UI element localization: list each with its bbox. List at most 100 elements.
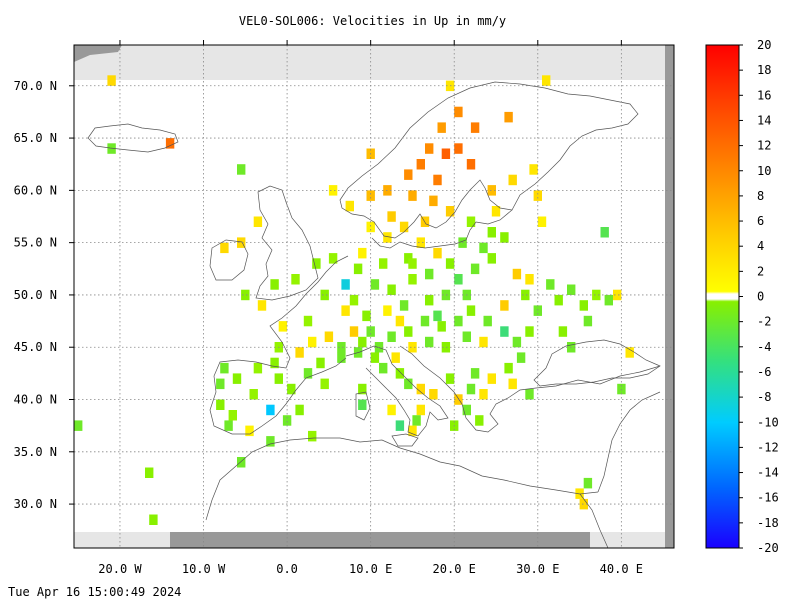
- velocity-cell: [487, 227, 496, 238]
- iceland-coast: [87, 123, 179, 153]
- velocity-cell: [287, 383, 296, 395]
- velocity-cell: [370, 279, 380, 290]
- velocity-cell: [433, 310, 442, 322]
- south-masked-strip: [170, 532, 590, 548]
- velocity-cell: [579, 300, 588, 311]
- velocity-cell: [437, 321, 446, 332]
- velocity-cell: [412, 415, 421, 426]
- colorbar-tick-label: 10: [757, 164, 771, 178]
- velocity-cell: [475, 415, 484, 426]
- velocity-cell: [379, 258, 388, 269]
- velocity-cell: [399, 221, 409, 233]
- velocity-cell: [416, 159, 425, 170]
- velocity-cell: [228, 410, 237, 421]
- velocity-cell: [613, 289, 622, 301]
- velocity-cell: [512, 336, 522, 348]
- velocity-cell: [358, 336, 367, 348]
- lon-tick-label: 20.0 E: [433, 562, 476, 576]
- velocity-cell: [216, 378, 225, 390]
- velocity-cell: [270, 279, 279, 290]
- east-masked-strip: [665, 45, 674, 548]
- velocity-cell: [328, 185, 338, 196]
- lat-tick-label: 30.0 N: [14, 497, 57, 511]
- velocity-cell: [270, 357, 279, 369]
- lon-tick-label: 0.0: [276, 562, 298, 576]
- velocity-cell: [521, 289, 530, 301]
- lat-tick-label: 40.0 N: [14, 393, 57, 407]
- velocity-cell: [408, 274, 417, 285]
- map-background: [74, 45, 674, 548]
- velocity-cell: [266, 404, 275, 416]
- velocity-cell: [454, 274, 463, 285]
- velocity-cell: [257, 300, 267, 311]
- lon-tick-label: 30.0 E: [516, 562, 559, 576]
- velocity-cell: [479, 242, 488, 254]
- velocity-cell: [245, 425, 254, 437]
- velocity-cell: [529, 164, 538, 175]
- velocity-cell: [500, 326, 509, 337]
- timestamp: Tue Apr 16 15:00:49 2024: [8, 585, 182, 599]
- velocity-cell: [625, 347, 634, 358]
- velocity-cell: [479, 336, 488, 348]
- velocity-cell: [508, 174, 517, 186]
- velocity-cell: [533, 305, 542, 316]
- velocity-cell: [387, 211, 396, 222]
- velocity-cell: [237, 164, 246, 175]
- velocity-cell: [487, 253, 496, 264]
- velocity-cell: [408, 258, 417, 269]
- velocity-cell: [308, 336, 317, 348]
- velocity-cell: [387, 404, 396, 416]
- longitude-axis: 20.0 W 10.0 W 0.0 10.0 E 20.0 E 30.0 E 40.0 E: [98, 40, 643, 576]
- colorbar-tick-label: -20: [757, 541, 779, 555]
- velocity-cell: [462, 404, 471, 416]
- velocity-cell: [441, 342, 451, 353]
- velocity-cell: [433, 174, 442, 186]
- lat-tick-label: 55.0 N: [14, 236, 57, 250]
- colorbar-tick-label: -4: [757, 340, 771, 354]
- velocity-cell: [466, 159, 476, 170]
- lon-tick-label: 10.0 E: [349, 562, 392, 576]
- velocity-cell: [370, 352, 380, 363]
- velocity-cell: [525, 274, 534, 285]
- velocity-cell: [379, 362, 388, 374]
- arctic-no-data-band: [74, 45, 674, 80]
- velocity-cell: [241, 289, 250, 301]
- lon-tick-label: 20.0 W: [98, 562, 142, 576]
- colorbar-tick-label: 6: [757, 214, 764, 228]
- velocity-cell: [345, 200, 354, 212]
- velocity-cell: [220, 362, 229, 374]
- velocity-cell: [274, 373, 283, 384]
- velocity-cell: [408, 425, 417, 437]
- velocity-cell: [295, 347, 304, 358]
- velocity-cell: [387, 331, 396, 342]
- colorbar-tick-label: 0: [757, 290, 764, 304]
- velocity-cell: [425, 336, 434, 348]
- map-content: [74, 45, 674, 548]
- velocity-cell: [454, 106, 463, 118]
- north-africa-coast: [205, 437, 599, 521]
- velocity-cell: [391, 352, 400, 363]
- black-sea-coast: [533, 339, 661, 387]
- velocity-cell: [249, 389, 258, 400]
- velocity-cell: [358, 399, 367, 410]
- velocity-cell: [416, 404, 425, 416]
- levant-coast: [597, 391, 661, 493]
- lat-tick-label: 50.0 N: [14, 288, 57, 302]
- lat-tick-label: 65.0 N: [14, 131, 57, 145]
- colorbar-tick-label: 8: [757, 189, 764, 203]
- velocity-cell: [579, 498, 588, 510]
- velocity-cell: [408, 190, 417, 201]
- velocity-cell: [107, 75, 116, 86]
- colorbar-tick-label: 12: [757, 139, 771, 153]
- velocity-cell: [328, 253, 338, 264]
- velocity-cell: [224, 420, 233, 431]
- velocity-cell: [425, 143, 434, 154]
- british-isles-coast: [255, 185, 319, 301]
- velocity-cell: [358, 247, 367, 259]
- velocity-cell: [546, 279, 555, 290]
- velocity-cell: [232, 373, 242, 384]
- velocity-cell: [416, 237, 425, 248]
- velocity-cell: [466, 383, 476, 395]
- latitude-axis: 70.0 N 65.0 N 60.0 N 55.0 N 50.0 N 45.0 N 40.0…: [14, 79, 74, 511]
